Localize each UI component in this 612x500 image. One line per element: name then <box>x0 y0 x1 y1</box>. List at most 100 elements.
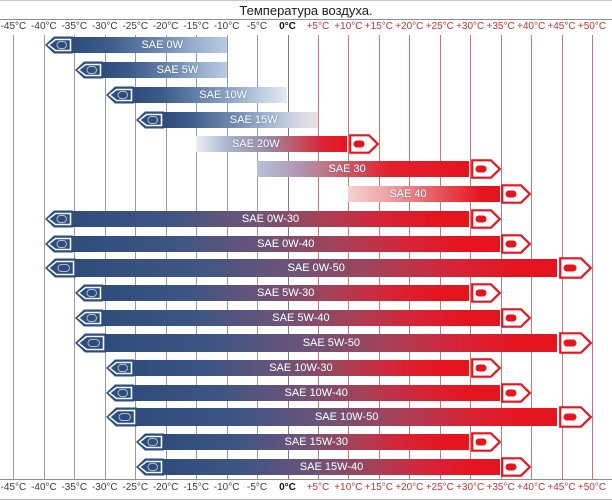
axis-tick--10c: -10°C <box>213 21 240 32</box>
bar-sae-0w-40 <box>71 235 500 252</box>
axis-tick-50c: +50°C <box>577 21 607 32</box>
gridline-10c <box>348 35 350 479</box>
right-arrow-icon <box>559 257 593 284</box>
bar-label-sae-15w-30: SAE 15W-30 <box>284 436 348 449</box>
right-arrow-icon <box>470 208 501 234</box>
bar-sae-10w <box>132 86 288 103</box>
bar-label-sae-0w-50: SAE 0W-50 <box>287 262 345 275</box>
axis-tick-20c: +20°C <box>395 482 424 493</box>
bar-sae-15w <box>163 111 318 128</box>
bar-sae-10w-30 <box>132 359 470 376</box>
axis-tick-40c: +40°C <box>517 21 546 32</box>
bar-sae-20w <box>196 136 348 153</box>
bar-label-sae-10w: SAE 10W <box>199 88 247 101</box>
axis-tick--10c: -10°C <box>213 482 240 493</box>
right-arrow-icon <box>501 457 532 482</box>
bar-sae-5w-40 <box>102 310 500 326</box>
axis-tick-0c: 0°C <box>279 21 296 32</box>
bar-label-sae-5w: SAE 5W <box>156 63 199 76</box>
axis-tick-5c: +5°C <box>306 21 330 32</box>
bar-label-sae-5w-30: SAE 5W-30 <box>257 287 315 300</box>
gridline--5c <box>257 35 259 479</box>
bottom-axis-line <box>0 479 612 480</box>
gridline-15c <box>378 35 380 479</box>
right-arrow-icon <box>559 331 593 359</box>
axis-tick-20c: +20°C <box>395 21 424 32</box>
left-arrow-icon <box>44 35 74 60</box>
axis-tick-40c: +40°C <box>517 482 546 493</box>
left-arrow-icon <box>105 406 138 433</box>
bar-sae-30 <box>257 161 470 178</box>
gridline--45c <box>13 35 15 479</box>
axis-tick--45c: -45°C <box>0 482 27 493</box>
gridline-20c <box>409 35 411 479</box>
axis-tick--25c: -25°C <box>122 482 149 493</box>
axis-tick--35c: -35°C <box>61 21 88 32</box>
gridline-50c <box>592 35 593 479</box>
axis-tick--40c: -40°C <box>31 21 57 32</box>
bar-sae-15w-30 <box>163 434 470 451</box>
axis-tick-10c: +10°C <box>334 482 363 493</box>
gridline-40c <box>531 35 533 479</box>
bar-sae-10w-40 <box>132 384 500 401</box>
left-arrow-icon <box>105 358 135 383</box>
left-arrow-icon <box>105 85 135 110</box>
axis-tick-5c: +5°C <box>306 482 330 493</box>
gridline--15c <box>196 35 198 479</box>
axis-tick--15c: -15°C <box>183 482 210 493</box>
right-arrow-icon <box>470 159 501 184</box>
left-arrow-icon <box>74 332 107 359</box>
bar-label-sae-15w-40: SAE 15W-40 <box>299 460 364 473</box>
bar-label-sae-10w-40: SAE 10W-40 <box>284 386 348 399</box>
right-arrow-icon <box>470 432 501 457</box>
axis-tick--20c: -20°C <box>152 482 179 493</box>
right-arrow-icon <box>501 308 532 333</box>
axis-tick--25c: -25°C <box>122 21 149 32</box>
bar-label-sae-30: SAE 30 <box>328 163 366 176</box>
axis-tick-0c: 0°C <box>279 482 296 493</box>
gridline-0c <box>287 35 289 479</box>
bar-sae-0w-30 <box>71 210 470 227</box>
bar-sae-40 <box>348 185 500 202</box>
left-arrow-icon <box>74 283 104 308</box>
axis-tick-45c: +45°C <box>547 21 576 32</box>
gridline--35c <box>74 35 76 479</box>
title-underline <box>0 19 612 20</box>
right-arrow-icon <box>470 283 501 308</box>
right-arrow-icon <box>470 357 501 383</box>
gridline--30c <box>104 35 106 479</box>
axis-tick--15c: -15°C <box>183 21 210 32</box>
right-arrow-icon <box>559 406 593 433</box>
gridline-45c <box>561 35 563 479</box>
bar-label-sae-15w: SAE 15W <box>229 113 278 126</box>
bar-label-sae-5w-50: SAE 5W-50 <box>302 336 360 349</box>
bar-label-sae-10w-30: SAE 10W-30 <box>269 361 333 374</box>
axis-tick--45c: -45°C <box>0 21 27 32</box>
gridline--40c <box>43 35 45 479</box>
bar-sae-0w <box>71 37 227 53</box>
right-arrow-icon <box>501 382 532 408</box>
right-arrow-icon <box>501 184 532 209</box>
bar-label-sae-40: SAE 40 <box>389 187 427 200</box>
bar-label-sae-0w-30: SAE 0W-30 <box>241 212 300 225</box>
gridline-5c <box>317 35 319 479</box>
bar-label-sae-10w-50: SAE 10W-50 <box>314 411 379 424</box>
bar-label-sae-20w: SAE 20W <box>231 138 280 151</box>
left-arrow-icon <box>74 308 104 333</box>
gridline--25c <box>135 35 137 479</box>
axis-tick-50c: +50°C <box>577 482 607 493</box>
bar-sae-10w-50 <box>135 408 558 427</box>
left-arrow-icon <box>135 110 165 135</box>
axis-tick--5c: -5°C <box>247 21 268 32</box>
left-arrow-icon <box>74 60 104 85</box>
axis-tick--30c: -30°C <box>91 482 118 493</box>
bar-sae-5w-50 <box>105 333 558 352</box>
axis-tick-30c: +30°C <box>456 482 485 493</box>
gridline-30c <box>470 35 472 479</box>
left-arrow-icon <box>105 383 135 408</box>
axis-tick--40c: -40°C <box>31 482 57 493</box>
axis-tick-15c: +15°C <box>364 482 393 493</box>
gridline-25c <box>439 35 441 479</box>
axis-tick--20c: -20°C <box>152 21 179 32</box>
